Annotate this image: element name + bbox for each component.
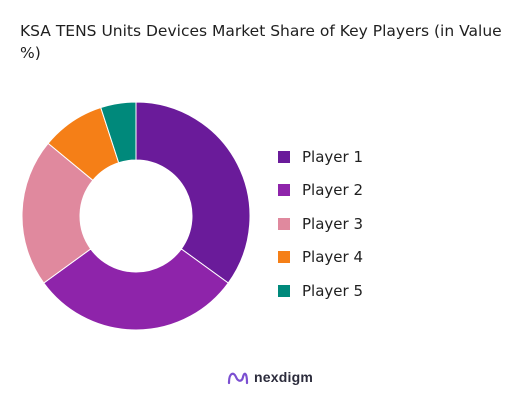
legend-swatch: [278, 284, 290, 297]
donut-slice-1: [135, 101, 251, 284]
donut-slice-2: [43, 248, 229, 331]
brand-footer: nexdigm: [226, 368, 313, 386]
legend-label: Player 1: [302, 147, 363, 166]
legend-label: Player 3: [302, 214, 363, 233]
legend-label: Player 5: [302, 281, 363, 300]
legend-label: Player 2: [302, 181, 363, 200]
chart-title: KSA TENS Units Devices Market Share of K…: [20, 22, 502, 62]
donut-slice-3: [21, 142, 94, 284]
chart-legend: Player 1 Player 2 Player 3 Player 4 Player 5: [278, 140, 363, 308]
legend-item-5: Player 5: [278, 274, 363, 308]
nexdigm-logo-icon: [227, 372, 249, 385]
legend-item-1: Player 1: [278, 140, 363, 174]
legend-swatch: [278, 150, 290, 163]
legend-item-4: Player 4: [278, 241, 363, 275]
legend-label: Player 4: [302, 248, 363, 267]
legend-item-3: Player 3: [278, 207, 363, 241]
legend-item-2: Player 2: [278, 174, 363, 208]
legend-swatch: [278, 184, 290, 197]
legend-swatch: [278, 217, 290, 230]
brand-name: nexdigm: [254, 369, 313, 385]
donut-slice-5: [100, 101, 137, 164]
legend-swatch: [278, 251, 290, 264]
